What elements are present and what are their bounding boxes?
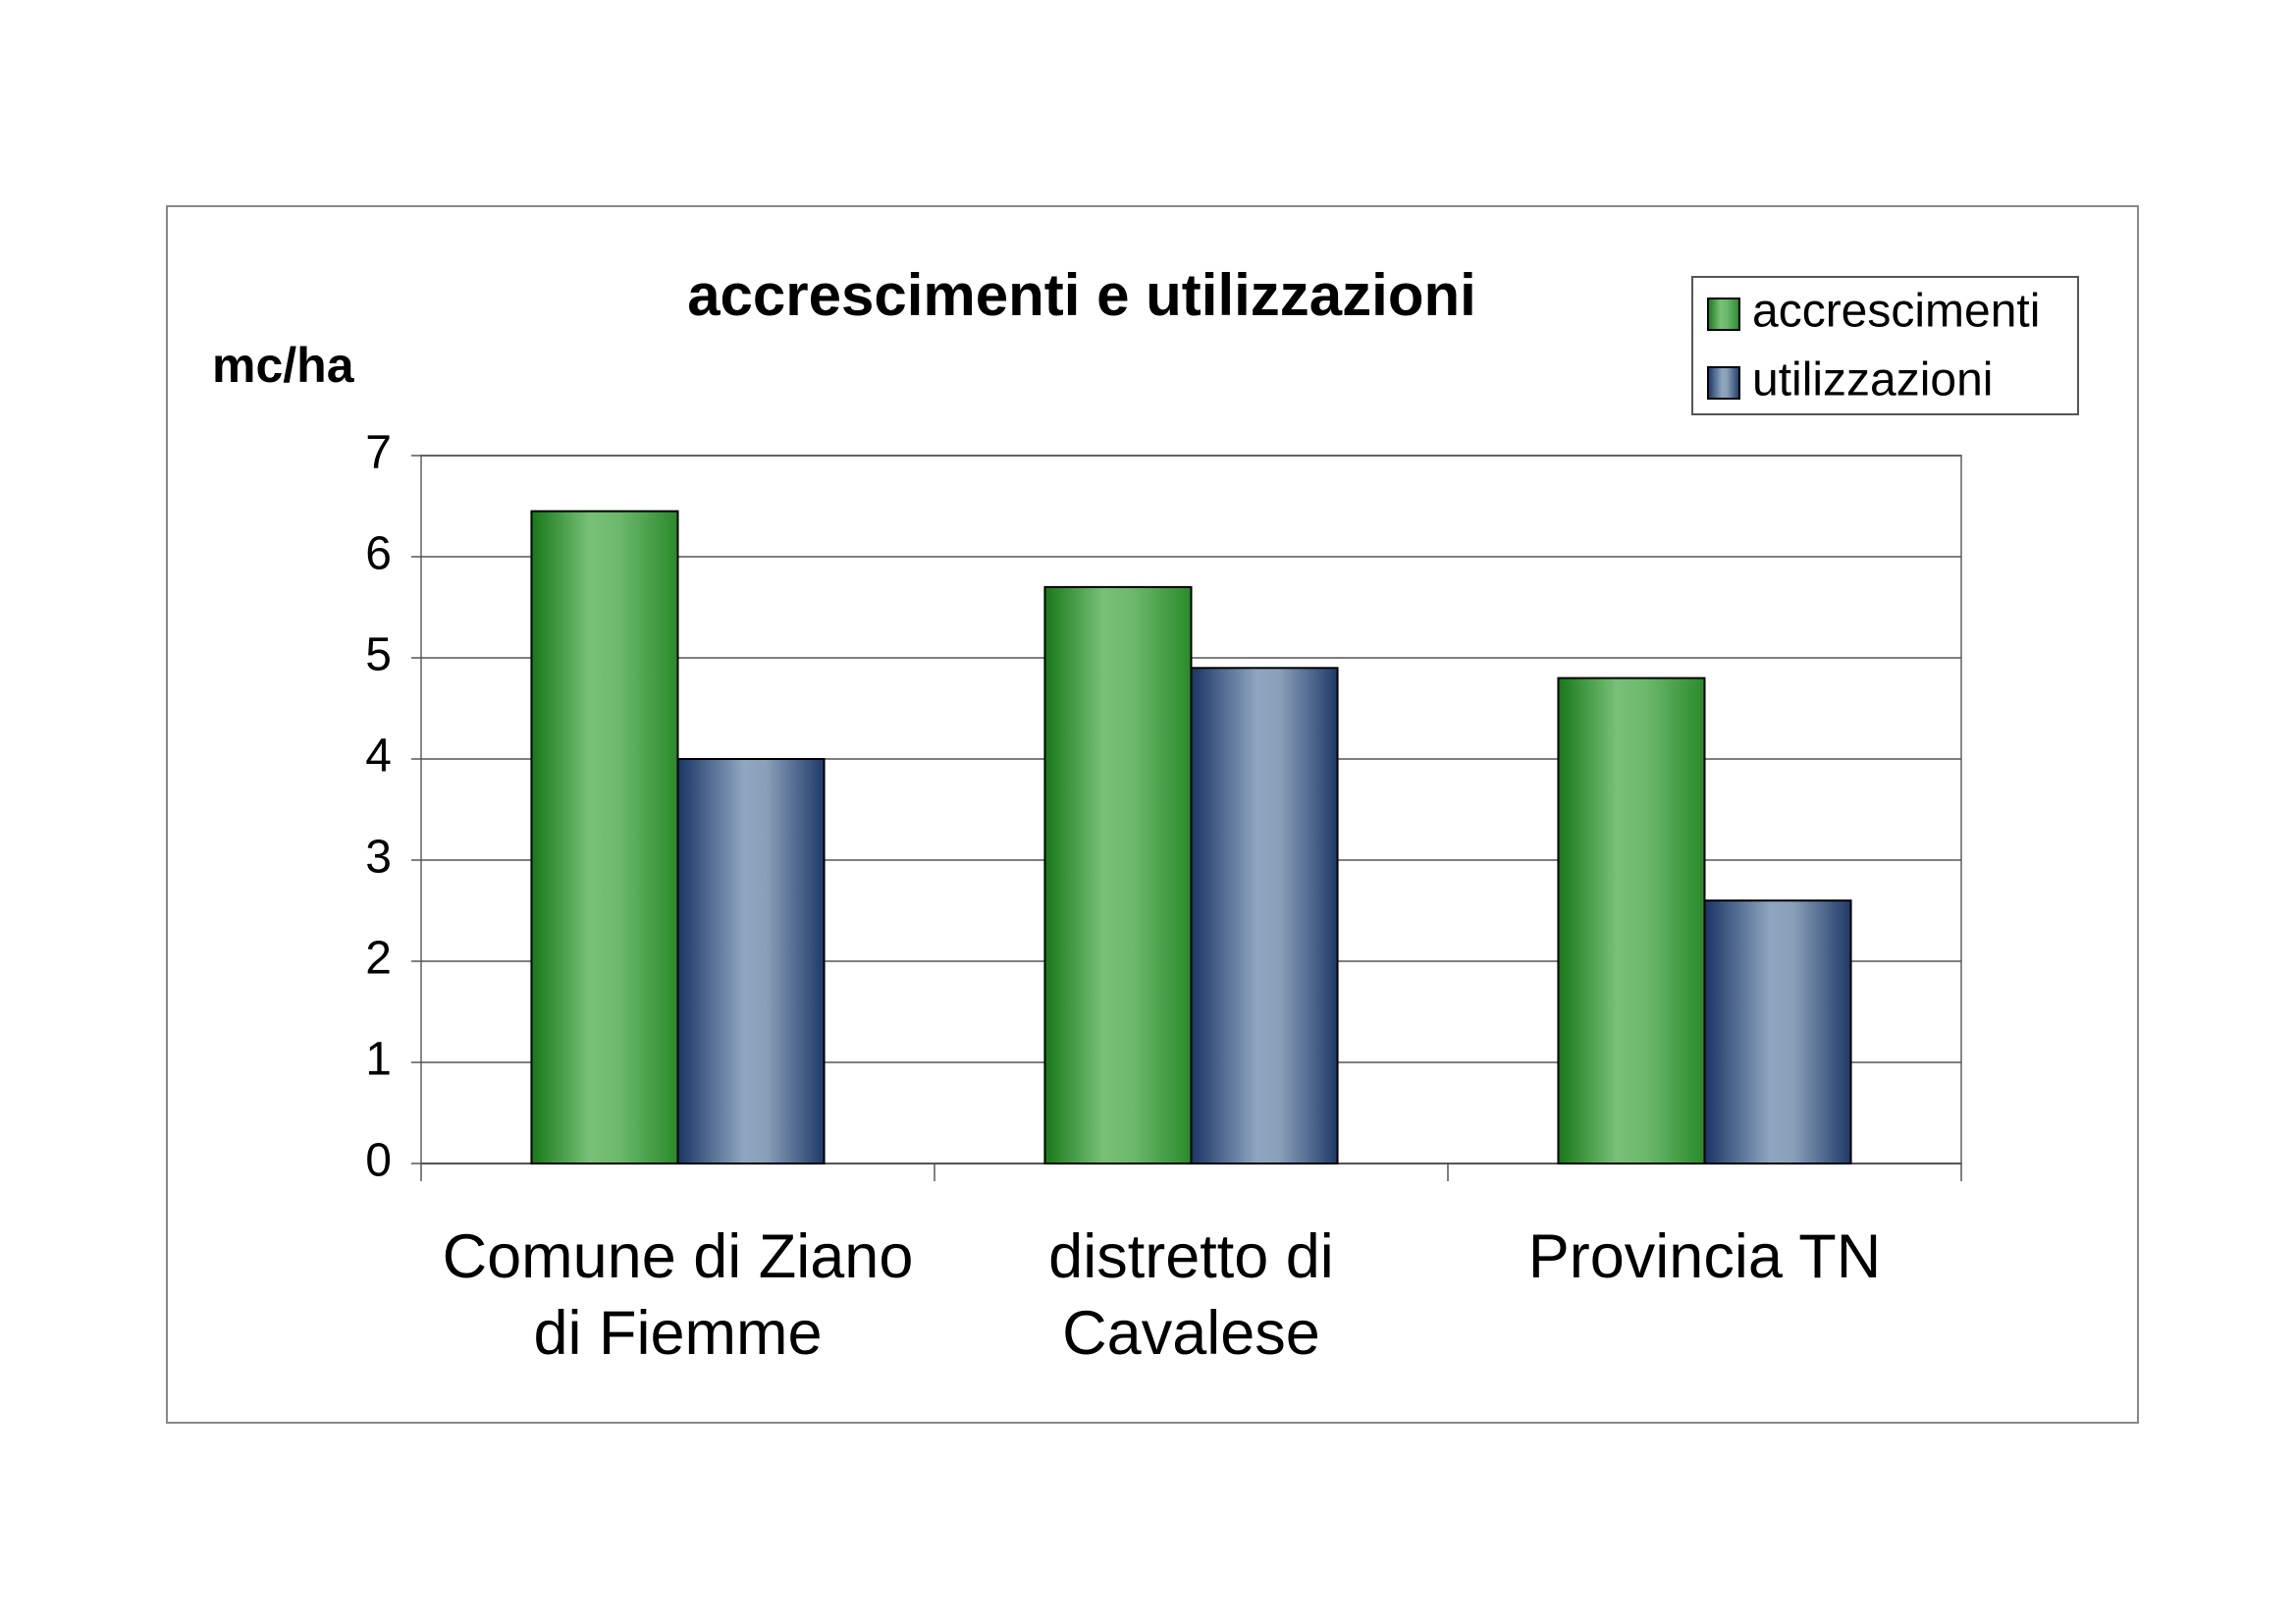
- bar: [1557, 677, 1706, 1164]
- bar: [530, 510, 679, 1164]
- bar: [1190, 667, 1339, 1164]
- y-tick-label: 5: [365, 629, 392, 681]
- legend-label: utilizzazioni: [1752, 354, 1993, 406]
- x-tick-label: Provincia TN: [1527, 1222, 1882, 1291]
- chart-title: accrescimenti e utilizzazioni: [687, 262, 1476, 328]
- bar: [1043, 585, 1193, 1164]
- x-tick-label: distretto di Cavalese: [1048, 1222, 1334, 1368]
- y-tick-label: 6: [365, 528, 392, 580]
- legend-label: accrescimenti: [1752, 286, 2040, 338]
- y-tick-label: 2: [365, 933, 392, 985]
- legend-swatch: [1707, 366, 1740, 400]
- y-tick-label: 7: [365, 427, 392, 479]
- y-axis-label: mc/ha: [212, 338, 355, 393]
- bar: [676, 758, 826, 1164]
- x-tick-label: Comune di Ziano di Fiemme: [442, 1222, 914, 1368]
- legend-swatch: [1707, 298, 1740, 331]
- legend-box: [1691, 276, 2079, 415]
- y-tick-label: 3: [365, 832, 392, 884]
- y-tick-label: 4: [365, 731, 392, 783]
- bar: [1703, 899, 1852, 1164]
- y-tick-label: 0: [365, 1135, 392, 1187]
- y-tick-label: 1: [365, 1034, 392, 1086]
